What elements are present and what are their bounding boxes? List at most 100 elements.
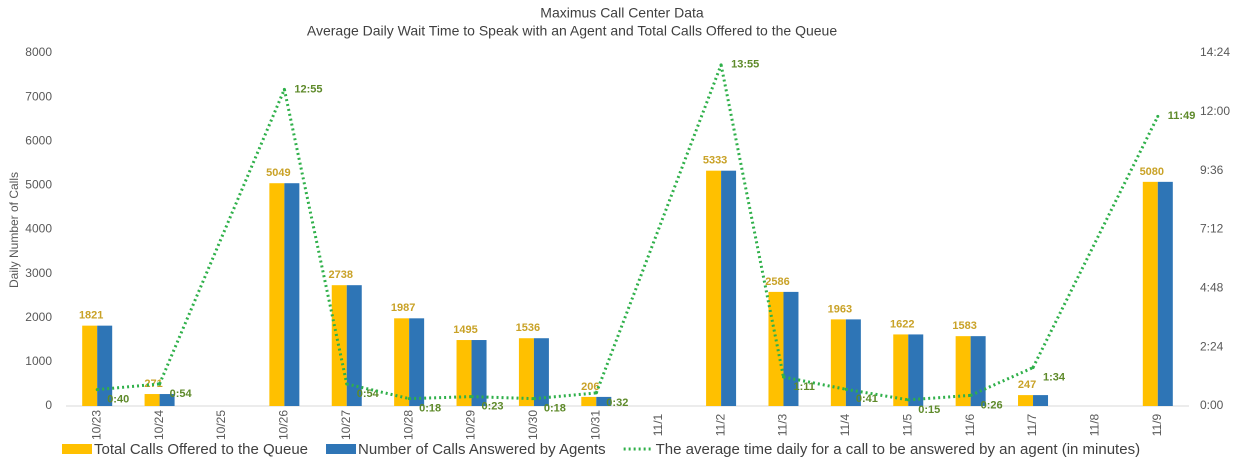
y2-tick-label: 14:24: [1200, 45, 1230, 59]
line-segment: [158, 88, 286, 385]
bar: [159, 394, 175, 406]
bar: [908, 334, 924, 406]
line-segment: [908, 393, 971, 402]
x-tick-label: 11/6: [963, 413, 977, 436]
x-tick-label: 10/30: [526, 410, 540, 440]
bar: [893, 334, 909, 406]
x-tick-label: 11/2: [713, 413, 727, 436]
y2-tick-label: 7:12: [1200, 222, 1224, 236]
bar-value-label: 1495: [453, 324, 477, 336]
bar-value-label: 1987: [391, 302, 415, 314]
y2-tick-label: 12:00: [1200, 104, 1230, 118]
x-tick-label: 11/8: [1088, 413, 1102, 436]
line-segment: [282, 89, 349, 385]
bar: [409, 318, 425, 406]
bar: [1018, 395, 1034, 406]
legend-label: The average time daily for a call to be …: [656, 441, 1140, 458]
bar-value-label: 1583: [952, 320, 976, 332]
bar: [269, 183, 285, 406]
bar: [346, 285, 362, 406]
y-tick-label: 5000: [25, 178, 52, 192]
line-segment: [845, 387, 909, 402]
y-tick-label: 1000: [25, 354, 52, 368]
line-value-label: 0:26: [981, 399, 1003, 411]
bar: [830, 319, 846, 406]
bar-value-label: 1622: [890, 318, 914, 330]
y2-tick-label: 2:24: [1200, 339, 1224, 353]
line-segment: [97, 382, 160, 392]
bar: [533, 338, 549, 406]
x-tick-label: 11/1: [651, 413, 665, 436]
bar-value-label: 5333: [703, 155, 727, 167]
x-tick-label: 10/24: [152, 410, 166, 440]
bar: [955, 336, 971, 406]
x-tick-label: 10/27: [339, 410, 353, 440]
line-value-label: 1:11: [793, 381, 814, 393]
y-tick-label: 8000: [25, 45, 52, 59]
bar: [82, 325, 98, 406]
x-tick-label: 11/3: [776, 413, 790, 436]
bar: [768, 291, 784, 406]
bar: [783, 291, 799, 406]
bar: [1033, 395, 1049, 406]
bar: [721, 170, 737, 406]
bar: [144, 394, 160, 406]
line-segment: [783, 375, 847, 391]
x-tick-label: 10/25: [214, 410, 228, 440]
bar: [1142, 181, 1158, 406]
bar: [456, 340, 472, 406]
line-segment: [533, 391, 597, 401]
legend-label: Total Calls Offered to the Queue: [94, 441, 308, 458]
line-segment: [346, 382, 410, 401]
bar: [284, 183, 300, 406]
x-tick-label: 10/26: [277, 410, 291, 440]
bar: [471, 340, 487, 406]
y2-tick-label: 9:36: [1200, 163, 1224, 177]
line-value-label: 1:34: [1043, 371, 1066, 383]
bar: [97, 325, 113, 406]
line-segment: [970, 366, 1034, 397]
bar: [581, 396, 597, 406]
line-value-label: 0:41: [856, 393, 878, 405]
bar: [1157, 181, 1173, 406]
y-tick-label: 6000: [25, 133, 52, 147]
line-value-label: 13:55: [731, 59, 759, 71]
bar-value-label: 5049: [266, 167, 290, 179]
y-tick-label: 3000: [25, 266, 52, 280]
bar: [970, 336, 986, 406]
line-value-label: 0:54: [170, 388, 193, 400]
x-tick-label: 10/31: [588, 410, 602, 440]
line-value-label: 11:49: [1168, 110, 1196, 122]
x-tick-label: 10/28: [401, 410, 415, 440]
line-value-label: 0:40: [107, 394, 129, 406]
legend-swatch: [326, 444, 357, 454]
y2-tick-label: 4:48: [1200, 281, 1224, 295]
line-value-label: 0:18: [419, 403, 441, 415]
bar-value-label: 1821: [79, 310, 103, 322]
x-tick-label: 11/5: [900, 413, 914, 436]
bar: [331, 285, 347, 406]
line-segment: [471, 395, 534, 401]
bar: [596, 396, 612, 406]
line-value-label: 0:15: [918, 404, 940, 416]
x-tick-label: 10/29: [464, 410, 478, 440]
bar-value-label: 5080: [1140, 166, 1164, 178]
bar: [845, 319, 861, 406]
chart-subtitle: Average Daily Wait Time to Speak with an…: [307, 23, 837, 39]
bar: [394, 318, 410, 406]
x-tick-label: 11/9: [1150, 413, 1164, 436]
bar-value-label: 206: [581, 381, 599, 393]
line-segment: [1031, 115, 1160, 369]
x-tick-label: 11/4: [838, 413, 852, 436]
bar: [518, 338, 534, 406]
legend-label: Number of Calls Answered by Agents: [358, 441, 606, 458]
y-axis-label: Daily Number of Calls: [7, 172, 21, 288]
line-value-label: 0:23: [482, 401, 504, 413]
bar-value-label: 2738: [329, 269, 353, 281]
legend-swatch: [62, 444, 92, 454]
line-segment: [594, 64, 723, 394]
y2-tick-label: 0:00: [1200, 398, 1224, 412]
line-value-label: 12:55: [294, 83, 322, 95]
line-segment: [719, 64, 785, 378]
